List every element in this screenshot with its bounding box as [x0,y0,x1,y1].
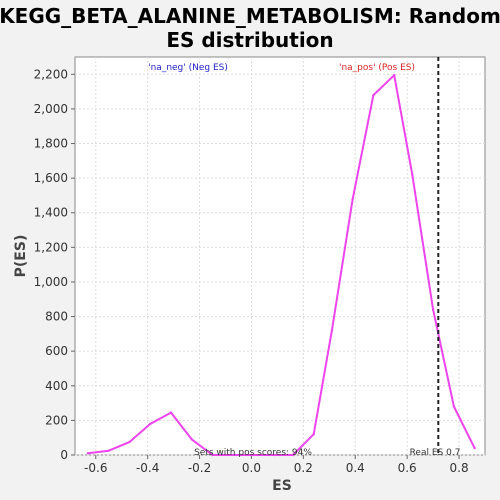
data-point [411,173,414,176]
data-point [351,197,354,201]
es-distribution-line [87,74,476,456]
data-point [452,405,456,408]
y-tick-label: 1,600 [34,171,68,185]
y-tick-label: 400 [45,379,68,393]
chart-title-line-1: KEGG_BETA_ALANINE_METABOLISM: Random [0,4,500,28]
y-tick-label: 1,200 [34,240,68,254]
data-point [431,308,435,311]
data-point [86,452,90,455]
x-axis-ticks: -0.6 -0.4 -0.2 0.0 0.2 0.4 0.6 0.8 [84,455,469,475]
data-point [169,411,173,414]
grid [75,57,485,456]
data-point [291,453,295,457]
x-tick-label: -0.4 [136,461,159,475]
y-tick-label: 2,200 [34,67,68,81]
y-tick-label: 800 [45,310,68,324]
chart-title-line-2: ES distribution [166,28,333,52]
pos-es-label: 'na_pos' (Pos ES) [339,63,415,73]
x-tick-label: -0.2 [188,461,211,475]
data-point [149,422,152,426]
neg-es-label: 'na_neg' (Neg ES) [148,63,228,73]
data-point [473,446,476,450]
data-point [372,93,375,97]
x-tick-label: 0.4 [346,461,365,475]
x-tick-label: 0.8 [450,461,469,475]
x-tick-label: 0.6 [398,461,417,475]
pos-scores-annotation: Sets with pos scores: 94% [194,448,312,458]
data-point [107,449,110,452]
data-point [392,73,396,77]
y-axis-label: P(ES) [13,235,29,278]
data-point [312,433,315,436]
y-tick-label: 200 [45,413,68,427]
x-axis-label: ES [272,478,292,494]
data-point [190,438,193,441]
series-group [86,73,476,457]
x-tick-label: -0.6 [84,461,107,475]
x-tick-label: 0.2 [294,461,313,475]
y-tick-label: 600 [45,344,68,358]
y-tick-label: 1,400 [34,206,68,220]
y-tick-label: 0 [60,448,68,462]
data-point [330,329,334,332]
y-axis-ticks: 0 200 400 600 800 1,000 1,200 1,400 1,600 1,800 2,… [34,67,75,462]
y-tick-label: 1,800 [34,137,68,151]
data-point [252,453,256,457]
y-tick-label: 1,000 [34,275,68,289]
plot-area [74,56,486,456]
data-point [273,453,277,457]
data-point [232,453,235,457]
data-point [128,440,131,444]
real-es-annotation: Real ES 0.7 [410,448,461,458]
x-tick-label: 0.0 [242,461,261,475]
y-tick-label: 2,000 [34,102,68,116]
data-point [211,453,214,457]
